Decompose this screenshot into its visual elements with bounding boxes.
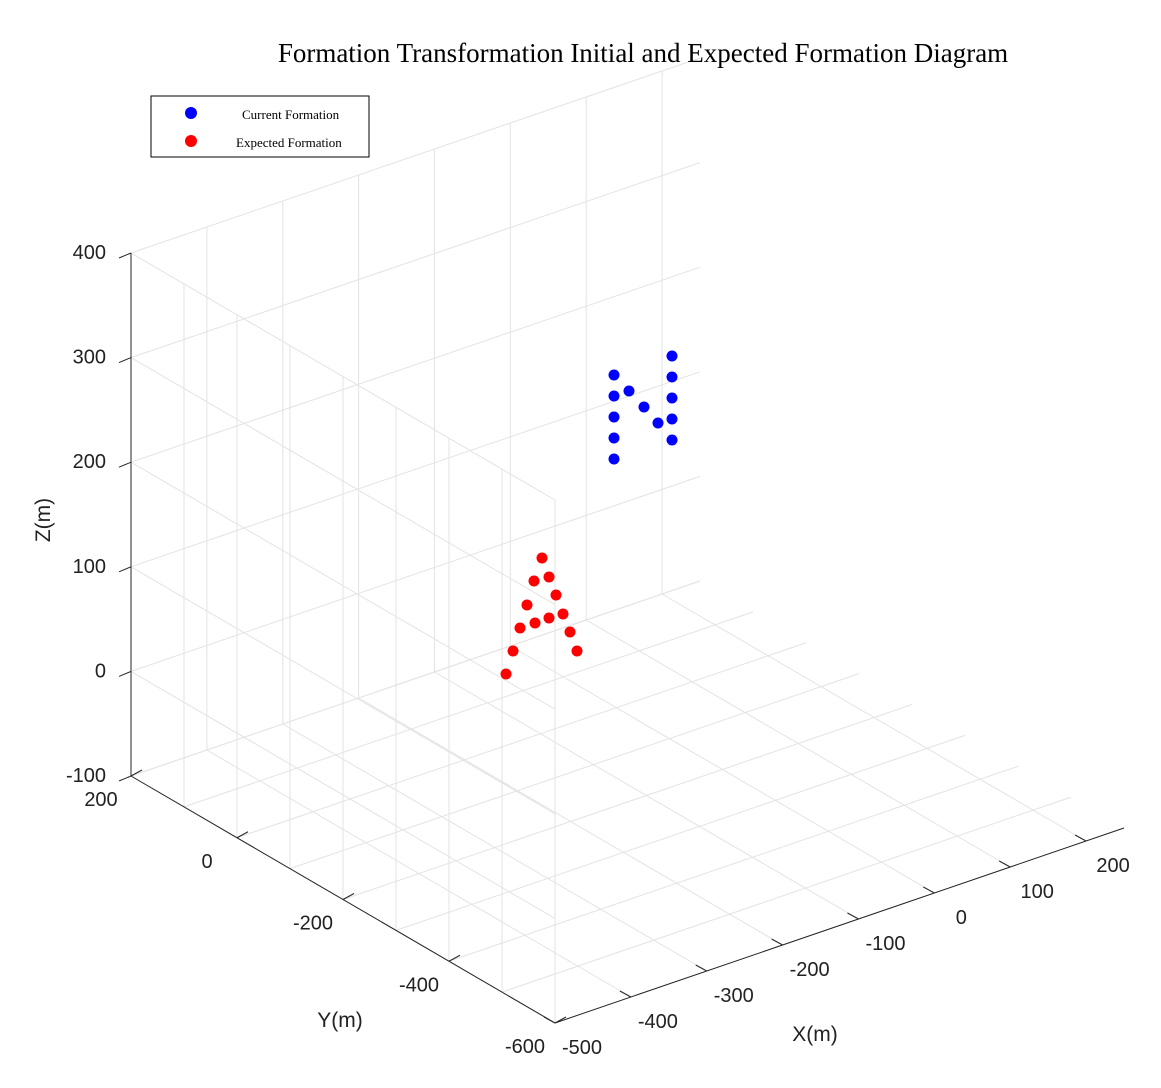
- grid-line-backwall-z: [130, 475, 701, 672]
- current-formation-point: [608, 411, 620, 423]
- grid-line-floor-y: [236, 642, 807, 839]
- y-tick-mark: [554, 1016, 567, 1024]
- grid-line-floor-y: [289, 673, 860, 870]
- z-tick-mark: [118, 775, 132, 782]
- legend-label-current: Current Formation: [242, 107, 340, 122]
- grid-line-backwall-z: [130, 57, 701, 254]
- grid-line-floor-y: [183, 611, 754, 808]
- y-tick-mark: [448, 954, 461, 962]
- expected-formation-point: [543, 571, 555, 583]
- z-tick-label: 0: [95, 660, 106, 682]
- expected-formation-point: [571, 645, 583, 657]
- z-tick-label: 400: [73, 242, 106, 264]
- x-tick-label: 200: [1096, 855, 1129, 877]
- grid-line-leftwall-z: [130, 566, 556, 815]
- legend-label-expected: Expected Formation: [236, 135, 342, 150]
- current-formation-point: [638, 401, 650, 413]
- current-formation-point: [666, 392, 678, 404]
- x-tick-label: -400: [638, 1011, 678, 1033]
- current-formation-point: [608, 369, 620, 381]
- grid-line-floor-y: [501, 796, 1072, 993]
- grid-line-leftwall-z: [130, 252, 556, 501]
- y-tick-mark: [130, 769, 143, 777]
- z-tick-label: 300: [73, 347, 106, 369]
- current-formation-point: [652, 417, 664, 429]
- current-formation-point: [623, 385, 635, 397]
- z-tick-label: 200: [73, 451, 106, 473]
- expected-formation-point: [521, 599, 533, 611]
- x-tick-label: -500: [562, 1037, 602, 1059]
- current-formation-point: [608, 453, 620, 465]
- grid-line-backwall-z: [130, 371, 701, 568]
- x-tick-label: -200: [790, 959, 830, 981]
- z-tick-mark: [118, 566, 132, 573]
- y-tick-mark: [236, 831, 249, 839]
- z-tick-label: 100: [73, 556, 106, 578]
- legend-marker-current: [185, 107, 197, 119]
- x-tick-label: -300: [714, 985, 754, 1007]
- expected-formation-point: [557, 608, 569, 620]
- grid-line-floor-y: [448, 765, 1019, 962]
- y-tick-mark: [342, 893, 355, 900]
- expected-formation-point: [507, 645, 519, 657]
- y-tick-label: 0: [201, 851, 212, 873]
- z-axis-label: Z(m): [32, 498, 55, 542]
- tick-labels: -500 -400 -300 -200 -100 0 100 200 -600 -400 -200 0…: [66, 242, 1130, 1059]
- x-tick-mark: [923, 886, 935, 894]
- y-tick-label: 200: [84, 789, 117, 811]
- grid-line-leftwall-z: [130, 357, 556, 606]
- x-tick-mark: [1074, 834, 1087, 842]
- y-axis-label: Y(m): [317, 1009, 363, 1032]
- current-formation-point: [666, 350, 678, 362]
- expected-formation-point: [529, 617, 541, 629]
- current-formation-point: [608, 432, 620, 444]
- x-tick-mark: [998, 860, 1011, 868]
- x-tick-mark: [771, 938, 783, 946]
- grid-line-backwall-z: [130, 580, 701, 777]
- current-formation-point: [666, 434, 678, 446]
- y-tick-label: -600: [505, 1036, 545, 1058]
- current-formation-point: [666, 371, 678, 383]
- current-formation-point: [666, 413, 678, 425]
- expected-formation-point: [543, 612, 555, 624]
- x-axis-line: [554, 827, 1125, 1024]
- z-tick-mark: [118, 461, 132, 468]
- x-tick-mark: [695, 964, 707, 972]
- y-tick-label: -200: [293, 913, 333, 935]
- grid-line-floor-y: [342, 704, 913, 900]
- x-tick-label: -100: [865, 933, 905, 955]
- x-tick-label: 0: [956, 907, 967, 929]
- data-points: [500, 350, 678, 680]
- expected-formation-point: [528, 575, 540, 587]
- current-formation-point: [608, 390, 620, 402]
- axes: [118, 252, 1125, 1024]
- grid-line-floor-y: [395, 734, 966, 931]
- z-tick-mark: [118, 252, 132, 259]
- expected-formation-point: [536, 552, 548, 564]
- legend-box: [150, 95, 370, 158]
- grid-line-leftwall-z: [130, 670, 556, 919]
- x-tick-mark: [543, 1016, 556, 1024]
- grid-line-backwall-z: [130, 266, 701, 463]
- chart-title: Formation Transformation Initial and Exp…: [278, 38, 1008, 68]
- expected-formation-point: [550, 589, 562, 601]
- expected-formation-point: [564, 626, 576, 638]
- z-tick-mark: [118, 670, 132, 677]
- expected-formation-point: [500, 668, 512, 680]
- z-tick-mark: [118, 357, 132, 364]
- x-axis-label: X(m): [792, 1023, 838, 1046]
- z-tick-label: -100: [66, 765, 106, 787]
- x-tick-label: 100: [1021, 881, 1054, 903]
- x-tick-mark: [847, 912, 859, 920]
- y-tick-label: -400: [399, 974, 439, 996]
- grid-line-backwall-z: [130, 162, 701, 359]
- x-tick-mark: [619, 990, 632, 998]
- grid-line-leftwall-z: [130, 461, 556, 710]
- expected-formation-point: [514, 622, 526, 634]
- legend-marker-expected: [185, 135, 197, 147]
- legend: Current Formation Expected Formation: [150, 95, 370, 158]
- grid-lines: [130, 57, 1125, 1024]
